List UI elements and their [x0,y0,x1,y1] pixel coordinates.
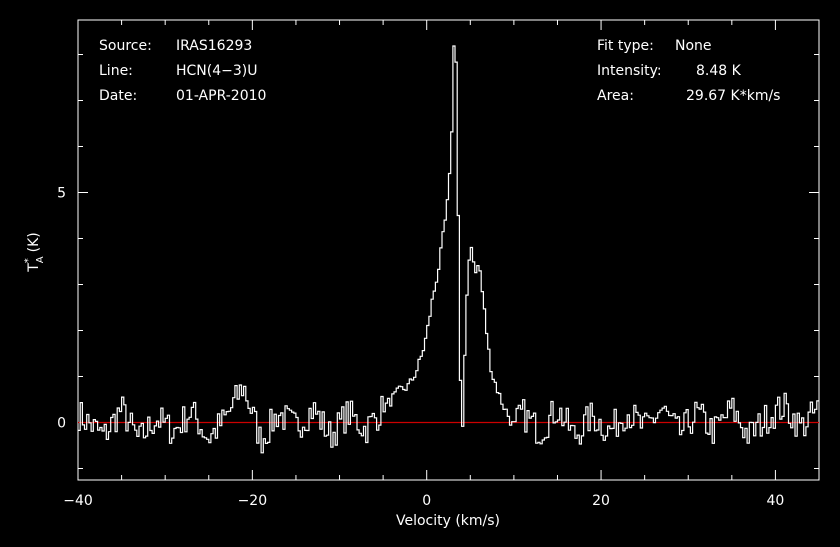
spectrum-series [78,45,819,454]
x-tick-label: 0 [422,493,431,509]
y-axis-label-sub: A [35,256,46,263]
date-label: Date: [99,88,137,104]
intensity-label: Intensity: [597,63,662,79]
y-axis-label-super: * [23,258,34,263]
x-tick-label: −20 [238,493,268,509]
source-value: IRAS16293 [176,38,252,54]
x-tick-label: 40 [766,493,784,509]
date-value: 01-APR-2010 [176,88,266,104]
source-label: Source: [99,38,152,54]
line-value: HCN(4−3)U [176,63,258,79]
fit-type-value: None [675,38,712,54]
header-info-left: Source: IRAS16293 Line: HCN(4−3)U Date: … [99,38,266,104]
y-tick-label: 5 [57,186,66,202]
svg-text:T*A(K): T*A (K) [23,232,46,273]
intensity-value: 8.48 K [696,63,742,79]
header-info-right: Fit type: None Intensity: 8.48 K Area: 2… [597,38,780,104]
x-ticks: −40 −20 0 20 40 [63,20,820,509]
y-tick-label: 0 [57,416,66,432]
fit-type-label: Fit type: [597,38,654,54]
plot-frame [77,19,820,481]
x-tick-label: 20 [592,493,610,509]
x-axis-label: Velocity (km/s) [396,513,500,529]
y-ticks: 05 [57,54,819,469]
x-tick-label: −40 [63,493,93,509]
y-axis-label-unit: (K) [26,232,42,252]
line-label: Line: [99,63,133,79]
area-label: Area: [597,88,634,104]
y-axis-label: T*A (K) [23,232,46,273]
y-axis-label-main: T [26,263,42,273]
area-value: 29.67 K*km/s [686,88,780,104]
